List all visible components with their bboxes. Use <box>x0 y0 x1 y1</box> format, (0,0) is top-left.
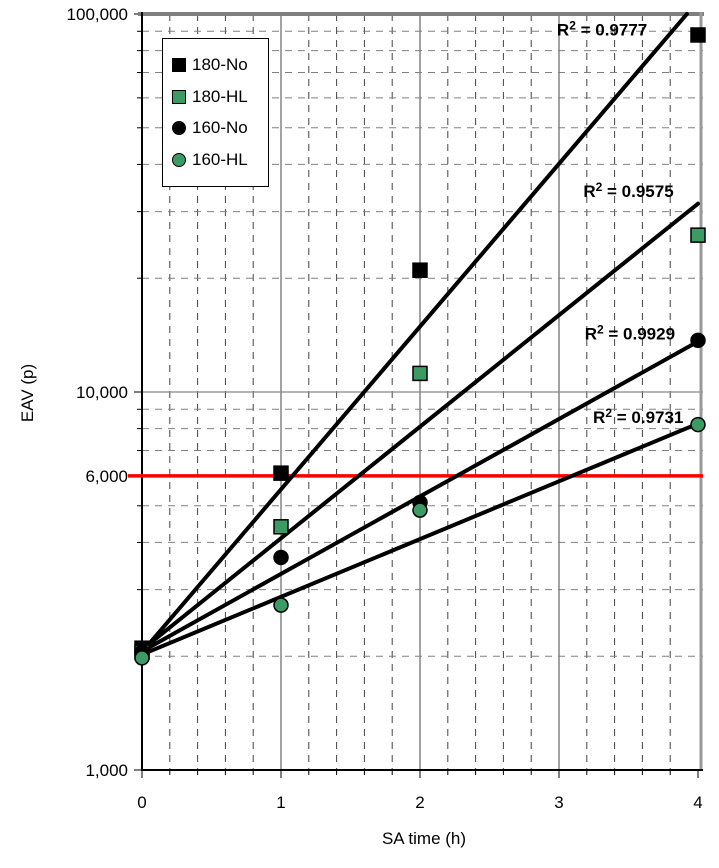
square-marker-icon <box>172 57 186 72</box>
data-point-180-No <box>412 262 428 278</box>
data-point-180-HL <box>412 365 428 382</box>
trendline-160-HL <box>140 421 700 657</box>
data-point-180-HL <box>273 519 289 535</box>
data-point-180-No <box>690 27 706 43</box>
r-squared-label: R2 = 0.9575 <box>583 180 673 201</box>
circle-marker-icon <box>172 153 186 168</box>
r-squared-label: R2 = 0.9929 <box>585 322 675 343</box>
y-tick-label: 100,000 <box>67 5 128 24</box>
x-tick-label: 4 <box>693 793 702 812</box>
legend-item-160-No: 160-No <box>172 118 268 138</box>
data-point-180-No <box>273 465 289 481</box>
r-squared-label: R2 = 0.9777 <box>557 18 647 39</box>
legend-item-label: 160-No <box>192 118 248 138</box>
legend-item-label: 180-No <box>192 54 248 74</box>
data-point-160-HL <box>690 416 706 433</box>
trendline-180-HL <box>140 201 700 652</box>
legend-item-180-HL: 180-HL <box>172 87 268 107</box>
data-point-160-HL <box>273 597 289 613</box>
y-tick-label: 1,000 <box>85 761 128 780</box>
x-tick-label: 1 <box>276 793 285 812</box>
legend-item-160-HL: 160-HL <box>172 150 268 170</box>
legend: 180-No 180-HL 160-No 160-HL <box>162 38 269 187</box>
legend-item-180-No: 180-No <box>172 55 268 75</box>
y-tick-label: 10,000 <box>76 383 128 402</box>
y-axis-title: EAV (p) <box>18 363 37 423</box>
r-squared-label: R2 = 0.9731 <box>593 406 683 427</box>
data-point-160-No <box>690 332 706 349</box>
legend-item-label: 180-HL <box>192 86 248 106</box>
circle-marker-icon <box>172 121 186 136</box>
x-axis-title: SA time (h) <box>381 829 467 848</box>
square-marker-icon <box>172 89 186 104</box>
data-point-160-HL <box>134 650 150 666</box>
legend-item-label: 160-HL <box>192 150 248 170</box>
data-point-160-No <box>273 549 289 566</box>
data-point-180-HL <box>690 227 706 243</box>
y-tick-label: 6,000 <box>85 467 128 486</box>
trendline-180-No <box>140 12 689 655</box>
x-tick-label: 2 <box>415 793 424 812</box>
data-point-160-HL <box>412 502 428 518</box>
x-tick-label: 0 <box>137 793 146 812</box>
series-160-HL <box>134 416 706 666</box>
x-tick-label: 3 <box>554 793 563 812</box>
